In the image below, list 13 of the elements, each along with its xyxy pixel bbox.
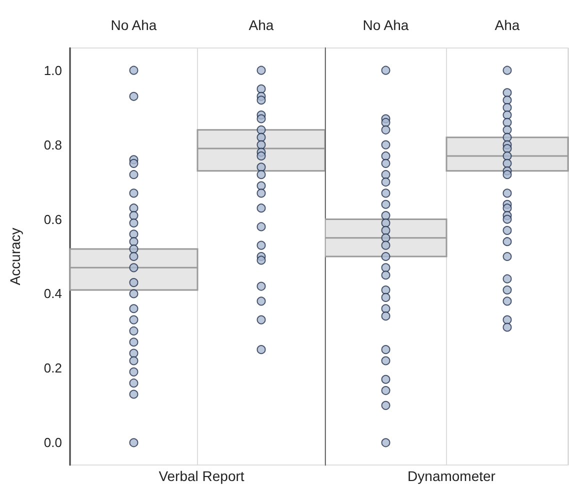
x-axis-title: Verbal Report <box>158 468 244 484</box>
x-tick-label: Aha <box>494 17 520 33</box>
y-tick-label: 0.4 <box>44 286 62 302</box>
x-tick-label: No Aha <box>362 17 409 33</box>
x-tick-label: No Aha <box>110 17 157 33</box>
y-tick-label: 0.0 <box>44 435 62 450</box>
x-tick-label: Aha <box>248 17 274 33</box>
y-tick-label: 1.0 <box>44 62 62 78</box>
y-tick-label: 0.6 <box>44 212 62 227</box>
y-axis-title: Accuracy <box>7 228 23 286</box>
y-tick-label: 0.2 <box>44 360 62 376</box>
x-axis-title: Dynamometer <box>408 468 496 484</box>
y-tick-label: 0.8 <box>44 137 62 152</box>
